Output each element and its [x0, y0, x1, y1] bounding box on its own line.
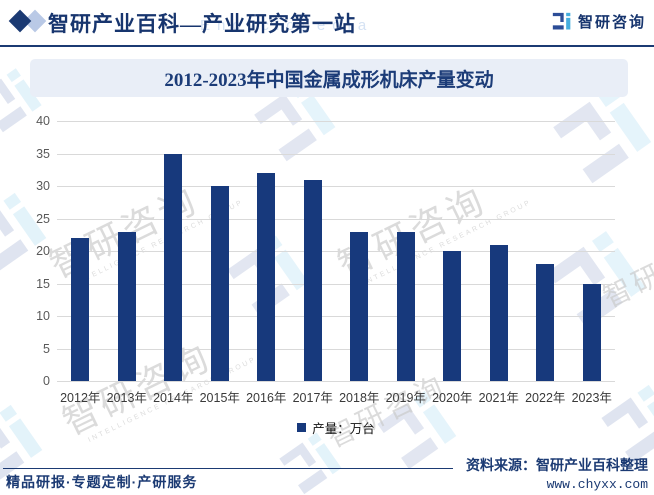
header: Encyclopedia 智研产业百科—产业研究第一站 智研咨询	[0, 0, 654, 47]
y-tick-label: 30	[36, 179, 50, 193]
gridline	[57, 121, 615, 122]
gridline	[57, 251, 615, 252]
gridline	[57, 153, 615, 155]
gridline	[57, 283, 615, 285]
x-tick-label: 2018年	[339, 391, 380, 405]
bar-2014年	[164, 153, 183, 381]
gridline	[57, 186, 615, 187]
watermark-logo-icon	[276, 428, 351, 495]
bar-2016年	[257, 173, 276, 381]
bar-2018年	[350, 231, 369, 381]
zhiyan-logo-icon	[552, 12, 572, 32]
gridline	[57, 381, 615, 382]
x-tick-label: 2019年	[385, 391, 426, 405]
x-axis-labels: 2012年 2013年 2014年 2015年 2016年 2017年 2018年 2019年…	[57, 387, 615, 406]
chart-title: 2012-2023年中国金属成形机床产量变动	[164, 69, 494, 91]
x-tick-label: 2021年	[478, 391, 519, 405]
x-tick-label: 2020年	[432, 391, 473, 405]
y-tick-label: 15	[36, 276, 50, 291]
x-tick-label: 2013年	[106, 391, 147, 405]
x-tick-label: 2022年	[525, 391, 566, 405]
gridline	[57, 316, 615, 317]
chart-title-band: 2012-2023年中国金属成形机床产量变动	[30, 59, 628, 97]
x-tick-label: 2015年	[199, 391, 240, 405]
y-tick-label: 25	[36, 211, 50, 226]
legend: 产量：万台	[57, 418, 615, 437]
legend-swatch	[297, 423, 307, 432]
bar-2022年	[536, 264, 555, 381]
y-tick-label: 5	[43, 341, 50, 356]
bar-2015年	[210, 186, 229, 381]
y-tick-label: 35	[36, 146, 50, 161]
brand-title: 智研产业百科—产业研究第一站	[48, 12, 356, 36]
plot-area	[57, 121, 615, 382]
gridline	[57, 348, 615, 350]
x-tick-label: 2023年	[571, 391, 612, 405]
footer-tagline: 精品研报·专题定制·产研服务	[6, 474, 198, 490]
website-link[interactable]: www.chyxx.com	[546, 477, 648, 492]
y-tick-label: 0	[43, 374, 50, 388]
gridline	[57, 218, 615, 220]
footer-divider	[3, 468, 453, 469]
header-watermark-text: Encyclopedia	[200, 17, 374, 34]
legend-label: 产量：万台	[312, 422, 375, 436]
x-tick-label: 2016年	[246, 391, 287, 405]
bar-2017年	[303, 179, 322, 381]
x-tick-label: 2017年	[292, 391, 333, 405]
y-tick-label: 40	[36, 114, 50, 128]
watermark-logo-icon	[0, 187, 58, 283]
corner-logo-text: 智研咨询	[577, 14, 646, 31]
bar-2013年	[117, 231, 136, 381]
bar-2012年	[71, 238, 90, 381]
bar-2021年	[489, 244, 508, 381]
y-tick-label: 10	[36, 309, 50, 323]
data-source-text: 资料来源：智研产业百科整理	[466, 457, 648, 473]
corner-logo: 智研咨询	[552, 11, 646, 32]
x-tick-label: 2014年	[153, 391, 194, 405]
y-tick-label: 20	[36, 244, 50, 258]
bar-2023年	[582, 283, 601, 381]
bar-2019年	[396, 231, 415, 381]
bar-2020年	[443, 251, 462, 381]
brand-diamond-icon	[8, 9, 32, 33]
x-tick-label: 2012年	[60, 391, 101, 405]
